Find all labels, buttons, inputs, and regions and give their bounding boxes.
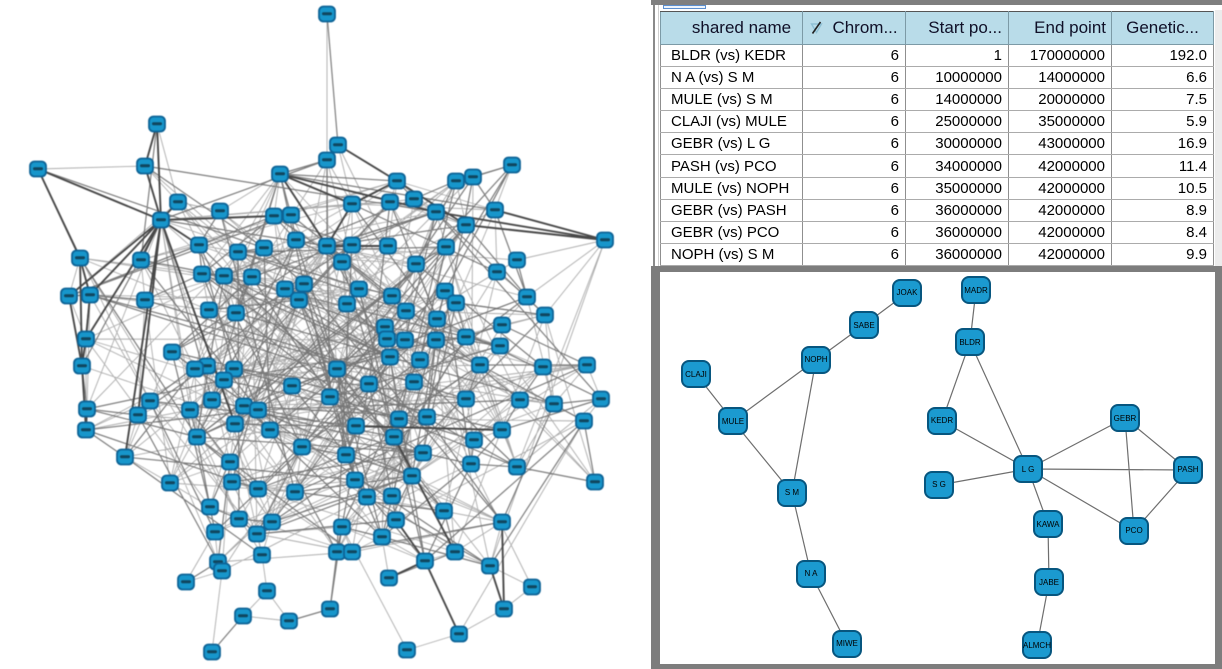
svg-text:MIWE: MIWE	[836, 639, 858, 648]
svg-text:CLAJI: CLAJI	[685, 370, 707, 379]
svg-text:NOPH: NOPH	[804, 355, 827, 364]
svg-text:KAWA: KAWA	[1037, 520, 1061, 529]
svg-text:S G: S G	[932, 480, 946, 489]
svg-text:N A: N A	[805, 569, 819, 578]
svg-text:PCO: PCO	[1125, 526, 1142, 535]
svg-text:BLDR: BLDR	[959, 338, 981, 347]
svg-text:MULE: MULE	[722, 417, 744, 426]
svg-text:MADR: MADR	[964, 286, 988, 295]
svg-text:ALMCH: ALMCH	[1023, 641, 1051, 650]
svg-text:JOAK: JOAK	[897, 288, 919, 297]
svg-text:PASH: PASH	[1177, 465, 1198, 474]
svg-text:S M: S M	[785, 488, 800, 497]
svg-text:SABE: SABE	[853, 321, 874, 330]
svg-text:GEBR: GEBR	[1114, 414, 1137, 423]
svg-text:L G: L G	[1022, 465, 1035, 474]
svg-text:JABE: JABE	[1039, 578, 1059, 587]
svg-text:KEDR: KEDR	[931, 416, 953, 425]
